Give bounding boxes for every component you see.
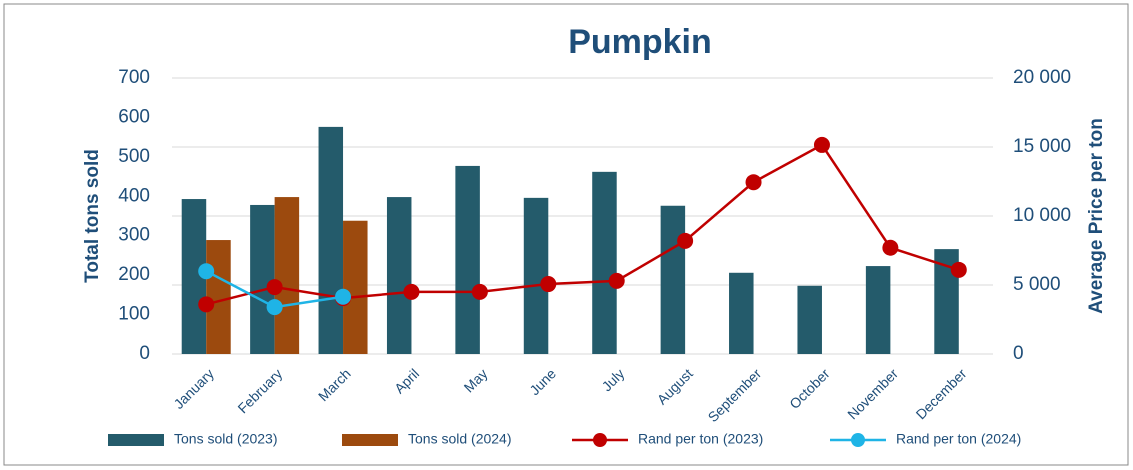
y-tick-label: 500	[118, 146, 150, 167]
marker	[198, 263, 215, 280]
bar	[660, 205, 686, 354]
y2-tick-label: 10 000	[1013, 205, 1071, 226]
legend-marker	[851, 433, 865, 447]
y2-tick-label: 0	[1013, 343, 1024, 364]
y-tick-label: 100	[118, 304, 150, 325]
marker	[608, 272, 625, 289]
legend-label: Rand per ton (2024)	[896, 431, 1021, 447]
bar	[318, 126, 344, 355]
legend-marker	[593, 433, 607, 447]
marker	[266, 279, 283, 296]
y2-tick-label: 20 000	[1013, 67, 1071, 88]
marker	[950, 261, 967, 278]
chart-frame	[3, 3, 1129, 466]
y-tick-label: 200	[118, 264, 150, 285]
marker	[745, 174, 762, 191]
y-tick-label: 0	[139, 343, 150, 364]
y2-tick-label: 15 000	[1013, 136, 1071, 157]
line	[205, 143, 960, 306]
bar	[250, 204, 275, 354]
bar	[729, 272, 754, 354]
y2-axis-title: Average Price per ton	[1086, 118, 1107, 314]
marker	[540, 276, 557, 293]
bar	[865, 266, 891, 354]
y-axis-title: Total tons sold	[82, 149, 103, 283]
marker	[335, 288, 352, 305]
marker	[198, 296, 215, 313]
legend-label: Tons sold (2023)	[174, 431, 278, 447]
marker	[471, 283, 488, 300]
legend-label: Tons sold (2024)	[408, 431, 512, 447]
marker	[813, 136, 830, 153]
legend-label: Rand per ton (2023)	[638, 431, 763, 447]
y-tick-label: 300	[118, 225, 150, 246]
marker	[403, 283, 420, 300]
bar	[386, 197, 412, 354]
y-tick-label: 600	[118, 106, 150, 127]
legend-swatch	[342, 434, 398, 446]
marker	[266, 299, 283, 316]
bar	[523, 197, 549, 354]
y-tick-label: 700	[118, 67, 150, 88]
bar	[206, 240, 231, 354]
bar	[343, 220, 368, 354]
marker	[677, 232, 694, 249]
bar	[592, 171, 617, 354]
bar	[797, 285, 822, 354]
bar	[274, 197, 300, 354]
marker	[882, 239, 899, 256]
chart-title: Pumpkin	[568, 23, 712, 61]
bar	[455, 165, 480, 354]
y2-tick-label: 5 000	[1013, 274, 1061, 295]
y-tick-label: 400	[118, 185, 150, 206]
legend-swatch	[108, 434, 164, 446]
